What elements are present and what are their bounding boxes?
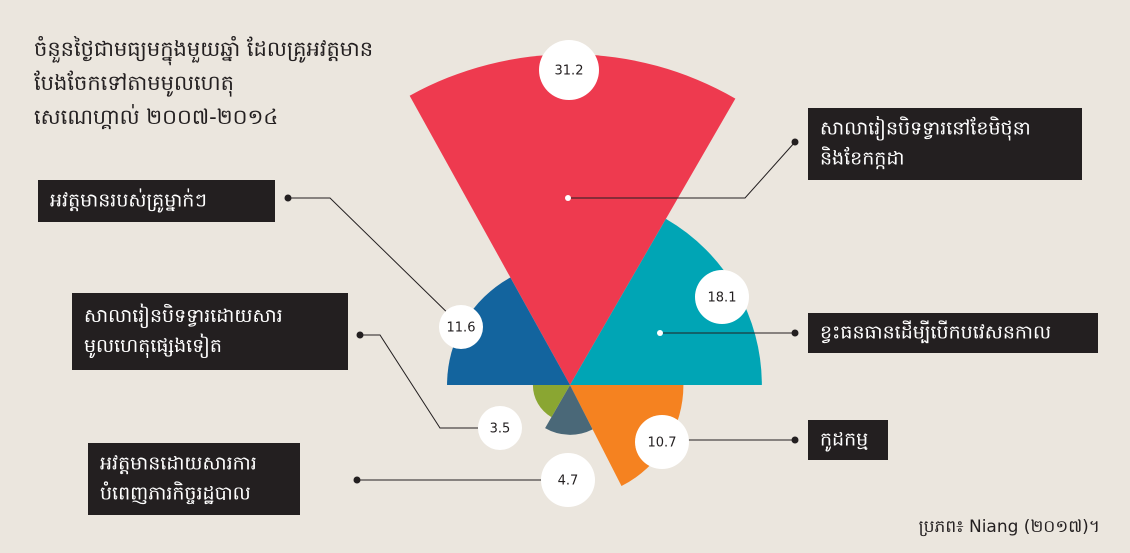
wedge xyxy=(409,54,736,385)
value-label: 18.1 xyxy=(708,291,737,306)
category-label: អវត្តមានដោយសារការ xyxy=(100,453,257,475)
value-bubble xyxy=(541,453,595,507)
value-bubble xyxy=(439,305,483,349)
title-line: សេណេហ្គាល់ ២០០៧-២០១៤ xyxy=(34,104,278,130)
category-label: អវត្តមានរបស់គ្រូម្នាក់ៗ xyxy=(50,188,207,214)
wedge xyxy=(570,218,762,385)
title-line: បែងចែកទៅតាមមូលហេតុ xyxy=(34,70,234,97)
leader-line xyxy=(568,141,796,199)
value-bubble xyxy=(635,415,689,469)
value-label: 3.5 xyxy=(490,422,511,437)
value-label: 31.2 xyxy=(555,64,584,79)
leaders xyxy=(284,138,799,484)
category-box xyxy=(808,420,888,460)
category-box xyxy=(38,180,275,222)
wedge xyxy=(532,385,570,418)
leader-dot xyxy=(657,330,663,336)
leader-dot xyxy=(791,436,799,444)
value-label: 10.7 xyxy=(648,436,677,451)
wedges xyxy=(409,54,762,487)
wedge xyxy=(570,385,684,487)
wedge xyxy=(545,385,593,435)
category-label: កូដកម្ម xyxy=(820,429,868,453)
value-bubble xyxy=(478,406,522,450)
category-box xyxy=(72,293,348,370)
wedge xyxy=(447,277,570,385)
leader-dot xyxy=(353,476,361,484)
leader-dot xyxy=(565,195,571,201)
leader-dot xyxy=(284,194,292,202)
category-label: និងខែកក្កដា xyxy=(820,146,904,170)
value-label: 11.6 xyxy=(447,321,476,336)
category-label: មូលហេតុផ្សេងទៀត xyxy=(84,333,222,359)
category-label: ខ្វះធនធានដើម្បីបើកបវេសនកាល xyxy=(820,320,1051,344)
category-label: សាលារៀនបិទទ្វារដោយសារ xyxy=(84,303,283,329)
value-bubble xyxy=(695,270,749,324)
category-box xyxy=(808,313,1098,353)
labels: 31.2 18.1 10.7 4.7 3.5 11.6 សាលារៀនបិទទ្វារនៅខ… xyxy=(38,40,1098,515)
leader-dot xyxy=(791,138,799,146)
leader-line xyxy=(360,334,478,429)
category-box xyxy=(88,443,300,515)
value-bubble xyxy=(539,40,599,100)
source: ប្រភព៖ Niang (២០១៧)។ xyxy=(919,517,1100,537)
category-label: សាលារៀនបិទទ្វារនៅខែមិថុនា xyxy=(820,116,1031,142)
value-label: 4.7 xyxy=(558,474,579,489)
category-label: បំពេញភារកិច្ចរដ្ឋបាល xyxy=(100,481,251,505)
category-box xyxy=(808,108,1082,180)
leader-line xyxy=(288,197,461,326)
leader-dot xyxy=(791,329,799,337)
leader-dot xyxy=(356,331,364,339)
